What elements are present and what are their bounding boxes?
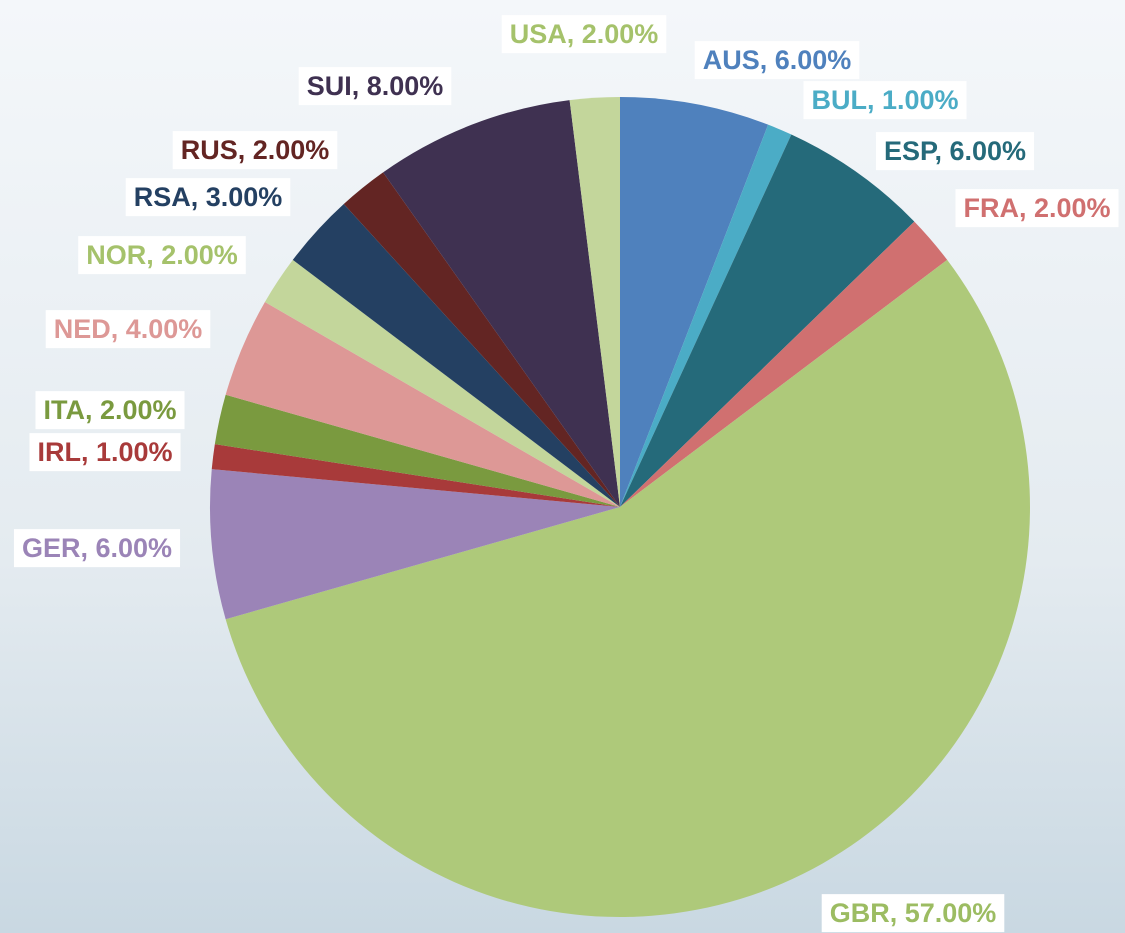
data-label: USA, 2.00% (510, 19, 659, 49)
data-label: RUS, 2.00% (181, 135, 330, 165)
data-label: FRA, 2.00% (963, 193, 1110, 223)
data-label: SUI, 8.00% (307, 71, 444, 101)
data-label: IRL, 1.00% (37, 437, 172, 467)
data-label: ESP, 6.00% (884, 136, 1026, 166)
data-label: GER, 6.00% (22, 533, 172, 563)
data-label: BUL, 1.00% (811, 85, 958, 115)
data-label: NED, 4.00% (54, 314, 203, 344)
data-label: GBR, 57.00% (830, 898, 997, 928)
data-label: ITA, 2.00% (43, 395, 176, 425)
chart: AUS, 6.00% BUL, 1.00% ESP, 6.00% FRA, 2.00%… (0, 0, 1125, 933)
data-label: AUS, 6.00% (703, 45, 852, 75)
data-label: RSA, 3.00% (134, 182, 283, 212)
data-label: NOR, 2.00% (86, 240, 238, 270)
